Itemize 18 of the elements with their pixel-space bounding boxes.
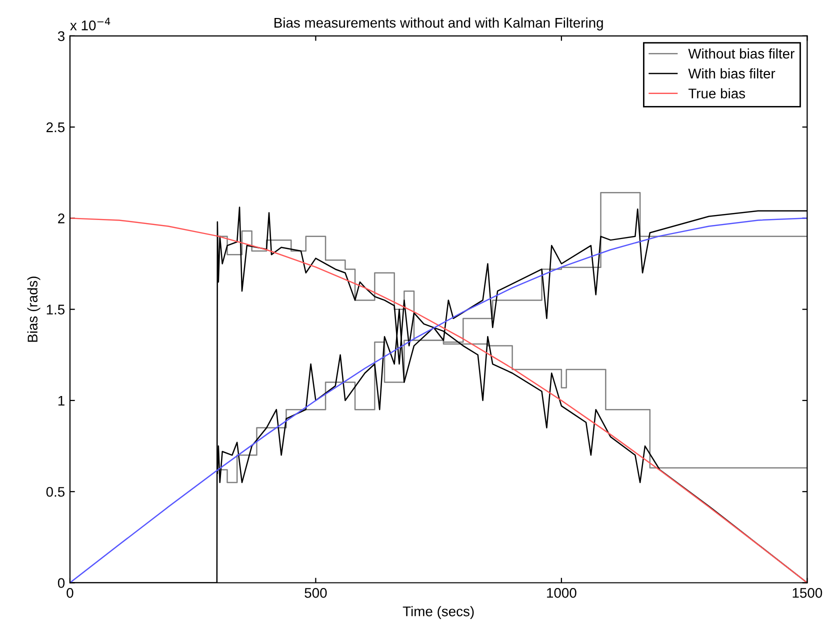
chart-title: Bias measurements without and with Kalman Filtering [274,18,603,30]
y-tick-label: 2 [58,214,64,224]
x-tick-label: 0 [66,588,74,598]
y-tick-label: 1 [58,396,64,406]
legend-label: True bias [688,88,746,98]
x-tick-label: 1000 [547,588,576,598]
text: x 10$^{−4}$ [70,18,110,30]
legend-label: With bias filter [688,68,776,79]
legend-label: Without bias filter [688,48,794,59]
y-tick-label: 1.5 [46,304,65,314]
x-tick-label: 500 [304,588,327,598]
y-tick-label: 0 [58,578,65,588]
y-axis-title: Bias (rads) [27,276,40,342]
y-tick-label: 2.5 [46,122,65,132]
x-axis-title: Time (secs) [402,606,474,620]
x-tick-label: 1500 [792,588,822,598]
y-tick-label: 0.5 [46,486,65,497]
y-tick-label: 3 [58,31,64,42]
